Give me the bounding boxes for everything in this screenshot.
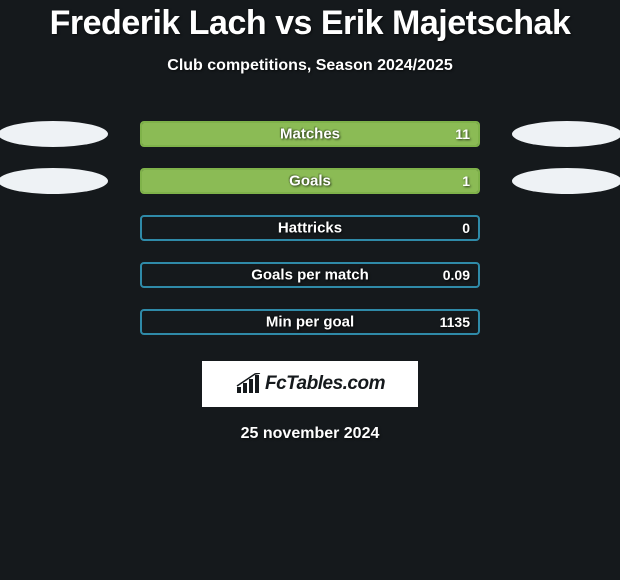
stat-label: Goals	[289, 173, 331, 190]
stat-value: 0.09	[443, 267, 470, 283]
logo-text: FcTables.com	[265, 373, 385, 395]
fctables-logo[interactable]: FcTables.com	[202, 361, 418, 407]
stat-label: Matches	[280, 126, 340, 143]
stat-label: Min per goal	[266, 314, 354, 331]
stat-row: Min per goal 1135	[0, 309, 620, 335]
stat-label: Hattricks	[278, 220, 342, 237]
stat-value: 1	[462, 173, 470, 189]
left-oval	[0, 262, 108, 288]
bar-chart-icon	[235, 373, 261, 395]
stat-bar: Matches 11	[140, 121, 480, 147]
subtitle: Club competitions, Season 2024/2025	[0, 57, 620, 75]
stat-bar: Hattricks 0	[140, 215, 480, 241]
right-oval	[512, 121, 620, 147]
stat-value: 11	[455, 126, 470, 142]
stat-row: Matches 11	[0, 121, 620, 147]
stat-row: Goals per match 0.09	[0, 262, 620, 288]
left-oval	[0, 309, 108, 335]
stat-row: Hattricks 0	[0, 215, 620, 241]
left-oval	[0, 168, 108, 194]
right-oval	[512, 309, 620, 335]
left-oval	[0, 215, 108, 241]
footer-date: 25 november 2024	[0, 425, 620, 443]
page-title: Frederik Lach vs Erik Majetschak	[0, 4, 620, 43]
left-oval	[0, 121, 108, 147]
stat-row: Goals 1	[0, 168, 620, 194]
stat-bar: Goals per match 0.09	[140, 262, 480, 288]
stat-value: 1135	[440, 314, 470, 330]
stat-value: 0	[462, 220, 470, 236]
right-oval	[512, 262, 620, 288]
stats-container: Matches 11 Goals 1 Hattricks 0 Goals per match…	[0, 121, 620, 335]
stat-bar: Goals 1	[140, 168, 480, 194]
stat-label: Goals per match	[251, 267, 369, 284]
right-oval	[512, 215, 620, 241]
right-oval	[512, 168, 620, 194]
stat-bar: Min per goal 1135	[140, 309, 480, 335]
